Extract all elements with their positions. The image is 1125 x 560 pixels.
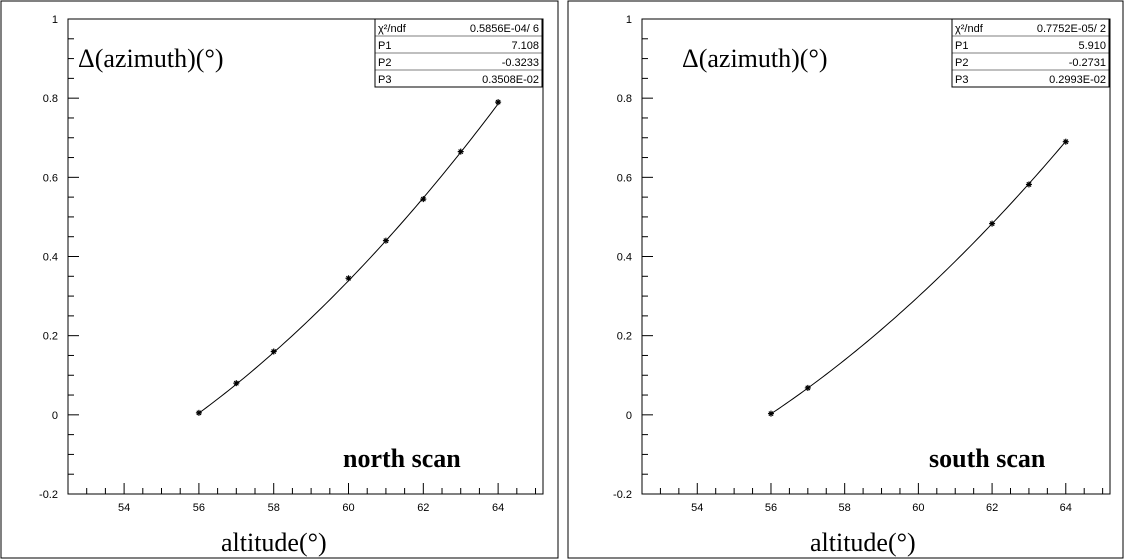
x-tick-label: 60: [912, 502, 924, 514]
chart-panel-south: -0.2 0 0.2 0.4 0.6 0.8 1 54 56 58 60 62 64 χ²/ndf 0.77…: [567, 0, 1124, 559]
data-point: [233, 380, 240, 387]
stats-box: χ²/ndf 0.7752E-05/ 2 P1 5.910 P2 -0.2731 P3 0.2…: [951, 18, 1110, 88]
y-tick-label: 0.6: [617, 172, 632, 184]
y-tick-label: 0.6: [43, 172, 58, 184]
stats-name: χ²/ndf: [378, 23, 407, 35]
y-tick-label: -0.2: [39, 489, 58, 501]
y-tick-label: 0: [626, 410, 632, 422]
x-tick-label: 58: [268, 502, 280, 514]
x-axis-label: altitude(°): [221, 528, 327, 557]
data-point: [989, 220, 996, 227]
data-point: [457, 148, 464, 155]
stats-name: P1: [378, 40, 391, 52]
chart-panel-north: -0.2 0 0.2 0.4 0.6 0.8 1 54 56 58 60 62 64 χ²/ndf 0.58…: [0, 0, 559, 559]
stats-value: 0.5856E-04/ 6: [470, 23, 539, 35]
y-axis-label: Δ(azimuth)(°): [78, 44, 224, 73]
y-tick-label: 0.4: [43, 252, 58, 264]
scan-annotation: north scan: [343, 444, 461, 473]
x-tick-label: 62: [417, 502, 429, 514]
data-point: [195, 409, 202, 416]
stats-name: χ²/ndf: [955, 23, 984, 35]
stats-box: χ²/ndf 0.5856E-04/ 6 P1 7.108 P2 -0.3233 P3 0.3…: [374, 18, 543, 88]
x-tick-label: 58: [839, 502, 851, 514]
stats-name: P2: [378, 57, 391, 69]
x-tick-label: 64: [1060, 502, 1072, 514]
y-tick-label: 0.2: [43, 331, 58, 343]
x-tick-label: 60: [342, 502, 354, 514]
data-point: [345, 275, 352, 282]
stats-value: 0.3508E-02: [482, 74, 539, 86]
data-point: [767, 410, 774, 417]
x-tick-label: 62: [986, 502, 998, 514]
y-tick-label: 1: [52, 14, 58, 26]
data-point: [382, 237, 389, 244]
stats-value: 0.2993E-02: [1049, 74, 1106, 86]
data-point: [270, 348, 277, 355]
y-axis-label: Δ(azimuth)(°): [682, 44, 828, 73]
scan-annotation: south scan: [929, 444, 1046, 473]
plot-frame: [67, 18, 544, 495]
x-tick-label: 64: [492, 502, 504, 514]
data-point: [804, 384, 811, 391]
stats-name: P3: [955, 74, 968, 86]
panel-frame: [567, 0, 1124, 559]
stats-name: P1: [955, 40, 968, 52]
fit-curve: [770, 141, 1067, 415]
x-tick-label: 56: [193, 502, 205, 514]
data-point: [1025, 181, 1032, 188]
stats-name: P3: [378, 74, 391, 86]
x-tick-label: 56: [765, 502, 777, 514]
stats-value: 5.910: [1078, 40, 1106, 52]
stats-value: 0.7752E-05/ 2: [1037, 23, 1106, 35]
data-point: [495, 99, 502, 106]
y-tick-label: 0.8: [43, 93, 58, 105]
x-axis-label: altitude(°): [810, 528, 916, 557]
y-tick-label: 1: [626, 14, 632, 26]
y-tick-label: -0.2: [613, 489, 632, 501]
x-tick-label: 54: [118, 502, 130, 514]
data-point: [1062, 138, 1069, 145]
y-tick-label: 0: [52, 410, 58, 422]
fit-curve: [198, 103, 499, 414]
x-tick-label: 54: [691, 502, 703, 514]
panel-frame: [0, 0, 559, 559]
y-tick-label: 0.2: [617, 331, 632, 343]
stats-value: -0.2731: [1069, 57, 1106, 69]
stats-value: 7.108: [511, 40, 539, 52]
stats-name: P2: [955, 57, 968, 69]
data-point: [420, 196, 427, 203]
plot-frame: [641, 18, 1111, 495]
y-tick-label: 0.4: [617, 252, 632, 264]
y-tick-label: 0.8: [617, 93, 632, 105]
stats-value: -0.3233: [502, 57, 539, 69]
